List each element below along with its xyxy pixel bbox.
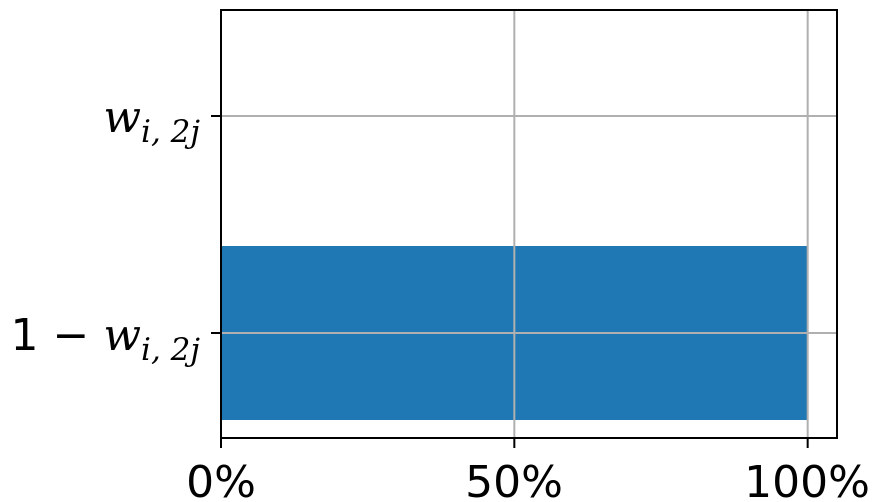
ticks	[211, 115, 809, 448]
plot-frame	[220, 9, 838, 439]
ytick-label-w-i2j: wi, 2j	[103, 92, 200, 150]
xtick-label-0: 0%	[186, 457, 256, 502]
xtick-label-50: 50%	[465, 457, 563, 502]
ytick-label-1-minus-w-i2j: 1 − wi, 2j	[11, 310, 201, 368]
xtick-label-100: 100%	[744, 457, 870, 502]
